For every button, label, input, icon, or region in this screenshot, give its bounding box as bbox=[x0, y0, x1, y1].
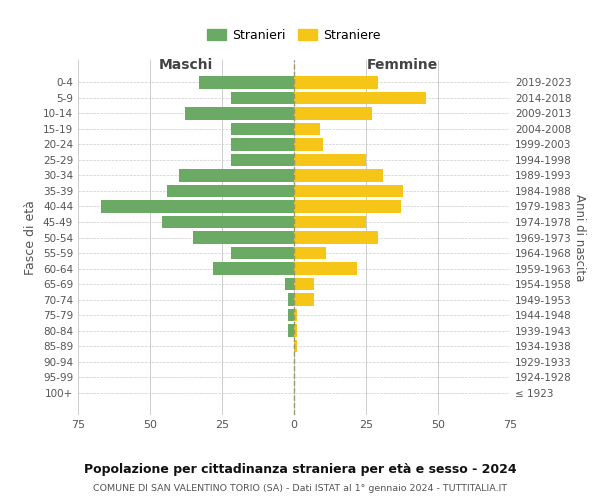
Text: Popolazione per cittadinanza straniera per età e sesso - 2024: Popolazione per cittadinanza straniera p… bbox=[83, 462, 517, 475]
Bar bbox=[230, 154, 294, 166]
Bar bbox=[288, 293, 294, 306]
Bar bbox=[294, 200, 401, 213]
Bar bbox=[167, 184, 294, 198]
Bar bbox=[101, 200, 294, 213]
Bar bbox=[294, 216, 366, 228]
Bar bbox=[294, 76, 377, 89]
Bar bbox=[294, 92, 427, 104]
Bar bbox=[179, 169, 294, 182]
Y-axis label: Fasce di età: Fasce di età bbox=[25, 200, 37, 275]
Bar bbox=[288, 324, 294, 337]
Bar bbox=[230, 92, 294, 104]
Bar bbox=[294, 138, 323, 151]
Bar bbox=[294, 262, 358, 275]
Bar bbox=[193, 231, 294, 244]
Bar bbox=[294, 154, 366, 166]
Bar bbox=[286, 278, 294, 290]
Bar bbox=[294, 169, 383, 182]
Text: Maschi: Maschi bbox=[159, 58, 213, 71]
Bar bbox=[185, 107, 294, 120]
Text: COMUNE DI SAN VALENTINO TORIO (SA) - Dati ISTAT al 1° gennaio 2024 - TUTTITALIA.: COMUNE DI SAN VALENTINO TORIO (SA) - Dat… bbox=[93, 484, 507, 493]
Bar bbox=[294, 107, 372, 120]
Text: Femmine: Femmine bbox=[367, 58, 437, 71]
Legend: Stranieri, Straniere: Stranieri, Straniere bbox=[202, 24, 386, 46]
Bar bbox=[294, 122, 320, 136]
Bar bbox=[230, 138, 294, 151]
Bar bbox=[199, 76, 294, 89]
Bar bbox=[230, 246, 294, 260]
Bar bbox=[294, 278, 314, 290]
Bar bbox=[294, 324, 297, 337]
Bar bbox=[294, 184, 403, 198]
Bar bbox=[230, 122, 294, 136]
Bar bbox=[161, 216, 294, 228]
Bar bbox=[294, 308, 297, 322]
Y-axis label: Anni di nascita: Anni di nascita bbox=[572, 194, 586, 281]
Bar bbox=[288, 308, 294, 322]
Bar bbox=[214, 262, 294, 275]
Bar bbox=[294, 340, 297, 352]
Bar bbox=[294, 246, 326, 260]
Bar bbox=[294, 293, 314, 306]
Bar bbox=[294, 231, 377, 244]
